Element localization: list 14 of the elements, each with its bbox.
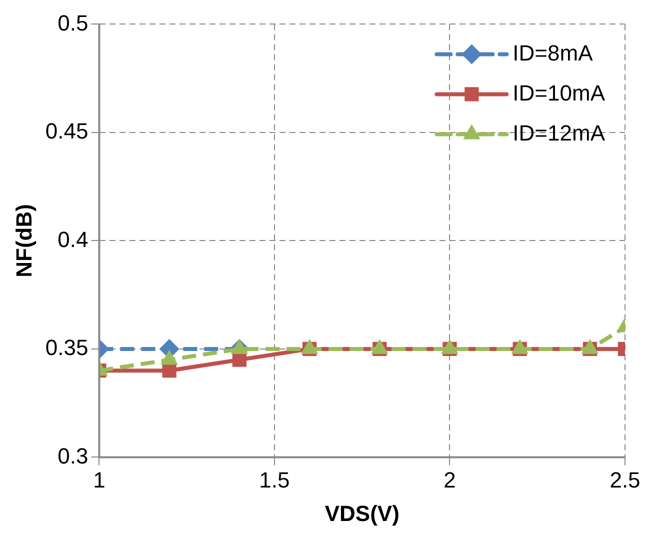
- x-tick-label: 2: [444, 467, 456, 492]
- legend-label: ID=12mA: [512, 120, 606, 146]
- x-tick-label: 1: [93, 467, 106, 492]
- y-tick-label: 0.35: [45, 335, 88, 360]
- x-tick-label: 1.5: [259, 467, 290, 492]
- y-tick-label: 0.5: [58, 10, 88, 36]
- x-axis-title: VDS(V): [324, 500, 400, 526]
- y-tick-label: 0.4: [58, 226, 88, 252]
- y-tick-label: 0.3: [58, 443, 88, 468]
- legend-label: ID=8mA: [512, 40, 594, 66]
- x-tick-label: 2.5: [610, 467, 640, 492]
- y-tick-label: 0.45: [45, 118, 88, 144]
- y-axis-title: NF(dB): [11, 204, 36, 278]
- legend-label: ID=10mA: [512, 80, 606, 106]
